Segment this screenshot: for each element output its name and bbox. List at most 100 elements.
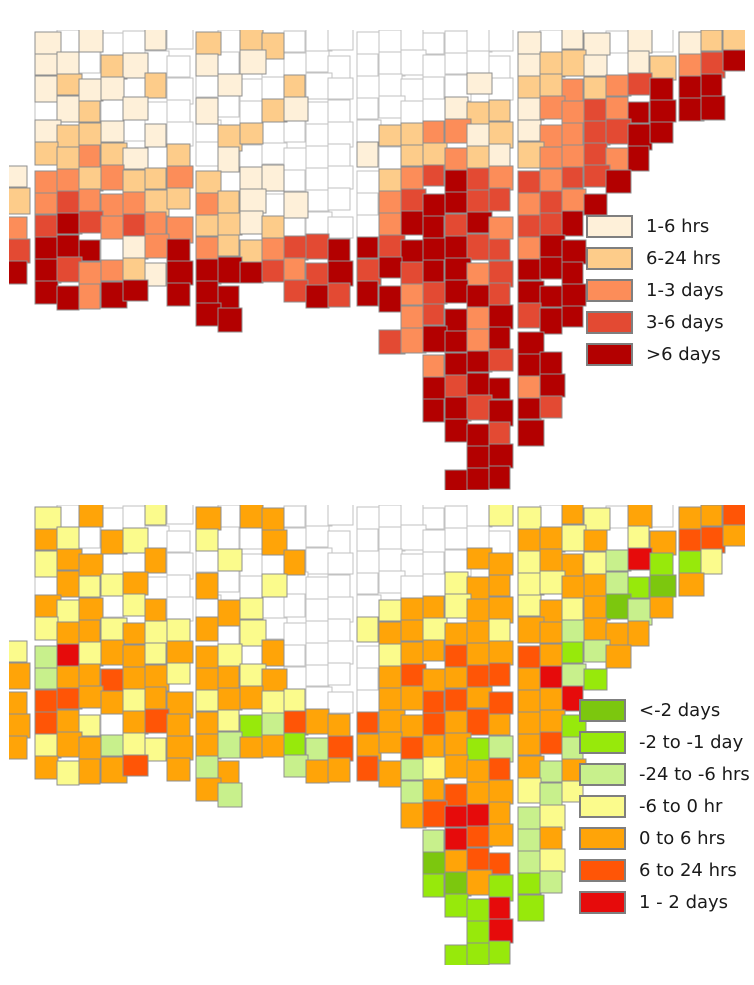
county-cell xyxy=(466,306,493,331)
county-cell xyxy=(78,144,101,171)
county-cell xyxy=(217,548,243,572)
county-cell xyxy=(261,237,288,262)
legend-label: -2 to -1 day xyxy=(639,732,744,753)
county-cell xyxy=(488,896,511,923)
county-cell xyxy=(444,96,469,123)
county-cell xyxy=(217,505,243,530)
county-cell xyxy=(466,708,490,736)
county-cell xyxy=(400,239,427,264)
county-cell xyxy=(166,55,191,78)
county-cell xyxy=(466,920,493,945)
county-cell xyxy=(466,211,493,234)
legend-label: 6-24 hrs xyxy=(646,248,721,269)
county-cell xyxy=(466,394,493,421)
county-cell xyxy=(488,640,514,666)
county-cell xyxy=(34,506,62,530)
county-cell xyxy=(122,52,149,79)
upper-choropleth-map xyxy=(9,30,745,490)
county-cell xyxy=(356,528,379,553)
county-cell xyxy=(261,142,288,165)
county-cell xyxy=(122,191,149,218)
county-cell xyxy=(56,643,83,668)
county-cell xyxy=(122,666,149,693)
county-cell xyxy=(539,95,566,120)
county-cell xyxy=(327,30,354,51)
county-cell xyxy=(9,691,28,718)
county-cell xyxy=(444,147,469,172)
legend-label: >6 days xyxy=(646,344,721,365)
county-cell xyxy=(356,755,379,782)
county-cell xyxy=(539,570,566,595)
county-cell xyxy=(422,281,448,305)
county-cell xyxy=(100,76,125,101)
county-cell xyxy=(517,594,542,617)
county-cell xyxy=(283,235,309,261)
county-cell xyxy=(217,234,240,257)
legend-label: 1-6 hrs xyxy=(646,216,710,237)
county-cell xyxy=(466,445,493,470)
county-cell xyxy=(356,214,382,238)
county-cell xyxy=(122,147,149,170)
county-cell xyxy=(678,53,705,80)
county-cell xyxy=(422,873,445,898)
county-cell xyxy=(217,168,243,194)
county-cell xyxy=(466,642,493,667)
county-cell xyxy=(239,685,264,710)
county-cell xyxy=(144,708,170,734)
legend-label: -6 to 0 hr xyxy=(639,796,723,817)
upper-map-legend: 1-6 hrs 6-24 hrs 1-3 days 3-6 days >6 da… xyxy=(586,215,724,366)
county-cell xyxy=(144,145,170,169)
county-cell xyxy=(561,597,584,622)
county-cell xyxy=(195,550,222,573)
county-cell xyxy=(444,235,469,262)
county-cell xyxy=(583,142,608,167)
county-cell xyxy=(217,570,240,593)
county-cell xyxy=(488,618,511,645)
county-cell xyxy=(700,30,723,52)
county-cell xyxy=(466,942,490,965)
county-cell xyxy=(283,96,309,122)
county-cell xyxy=(561,49,587,77)
county-cell xyxy=(78,239,101,262)
county-cell xyxy=(56,731,83,758)
county-cell xyxy=(517,397,542,420)
county-cell xyxy=(378,73,403,98)
county-cell xyxy=(166,99,191,126)
county-cell xyxy=(56,687,83,710)
county-cell xyxy=(422,851,448,877)
county-cell xyxy=(327,552,354,575)
county-cell xyxy=(539,146,566,169)
county-cell xyxy=(78,524,101,549)
county-cell xyxy=(195,645,222,670)
county-cell xyxy=(100,507,125,534)
county-cell xyxy=(56,51,80,75)
county-cell xyxy=(261,32,285,60)
county-cell xyxy=(400,597,424,621)
county-cell xyxy=(166,735,194,761)
county-cell xyxy=(488,662,511,687)
county-cell xyxy=(305,708,330,735)
county-cell xyxy=(422,164,445,187)
county-cell xyxy=(144,642,167,665)
county-cell xyxy=(378,548,403,573)
county-cell xyxy=(283,732,306,757)
county-cell xyxy=(466,233,490,261)
county-cell xyxy=(722,30,745,51)
county-cell xyxy=(605,549,632,572)
county-cell xyxy=(144,72,167,99)
county-cell xyxy=(56,124,83,151)
county-cell xyxy=(217,95,240,118)
county-cell xyxy=(283,644,306,667)
county-cell xyxy=(627,620,650,647)
legend-item: 6 to 24 hrs xyxy=(579,859,750,882)
county-cell xyxy=(195,31,222,56)
county-cell xyxy=(100,120,125,143)
county-cell xyxy=(466,167,493,192)
county-cell xyxy=(649,596,674,619)
legend-item: 6-24 hrs xyxy=(586,247,724,270)
legend-swatch xyxy=(586,247,633,270)
county-cell xyxy=(539,307,563,335)
county-cell xyxy=(561,283,587,307)
county-cell xyxy=(34,755,59,780)
county-cell xyxy=(378,30,403,56)
